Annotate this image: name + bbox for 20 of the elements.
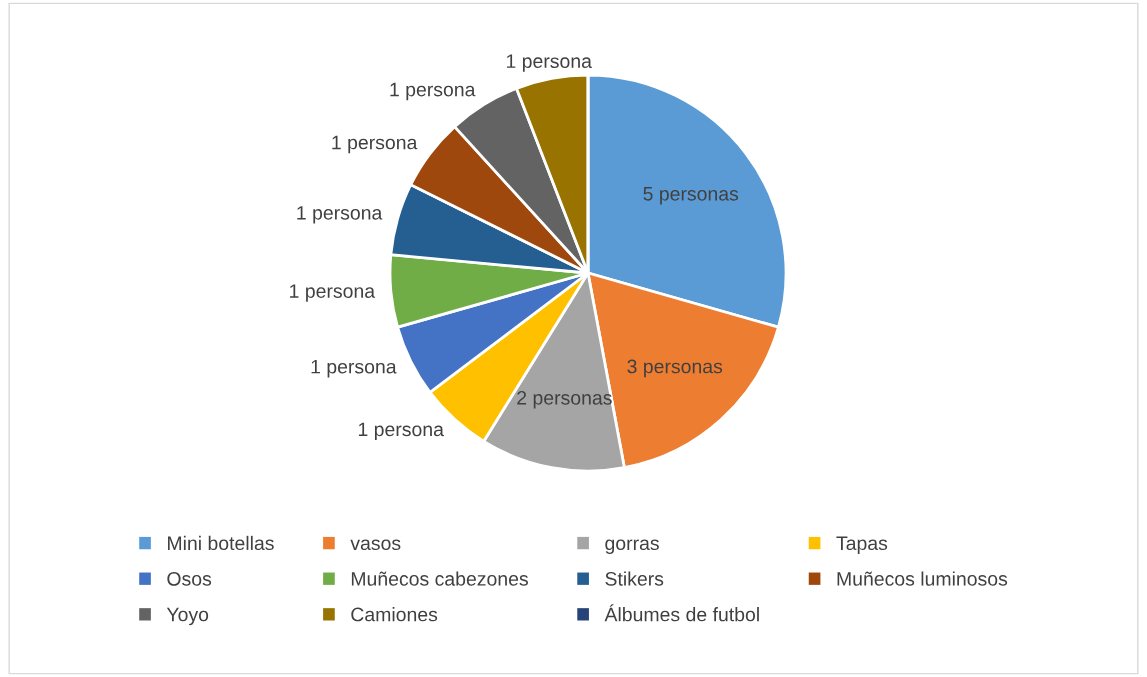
legend-label: Muñecos luminosos — [837, 571, 1008, 586]
data-label: 5 personas — [643, 187, 739, 205]
data-label: 1 persona — [506, 54, 592, 72]
legend-label: Stikers — [605, 571, 664, 586]
legend-label: Yoyo — [166, 607, 209, 626]
legend-label: Muñecos cabezones — [351, 571, 528, 586]
data-label: 1 persona — [390, 82, 476, 101]
data-label: 1 persona — [332, 135, 418, 154]
legend-label: gorras — [605, 539, 659, 554]
data-label: 1 persona — [311, 359, 397, 378]
data-label: 3 personas — [627, 359, 723, 378]
legend-label: Tapas — [836, 536, 888, 554]
legend-label: Álbumes de futbol — [604, 604, 759, 622]
data-label: 1 persona — [290, 284, 376, 302]
legend-label: Camiones — [351, 607, 438, 622]
legend-label: Mini botellas — [168, 535, 274, 551]
legend-label: Osos — [167, 571, 212, 586]
legend-label: vasos — [350, 539, 401, 551]
data-label: 1 persona — [358, 422, 444, 441]
data-label: 1 persona — [297, 206, 383, 224]
